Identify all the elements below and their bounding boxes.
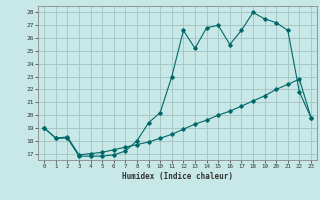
X-axis label: Humidex (Indice chaleur): Humidex (Indice chaleur) [122,172,233,181]
